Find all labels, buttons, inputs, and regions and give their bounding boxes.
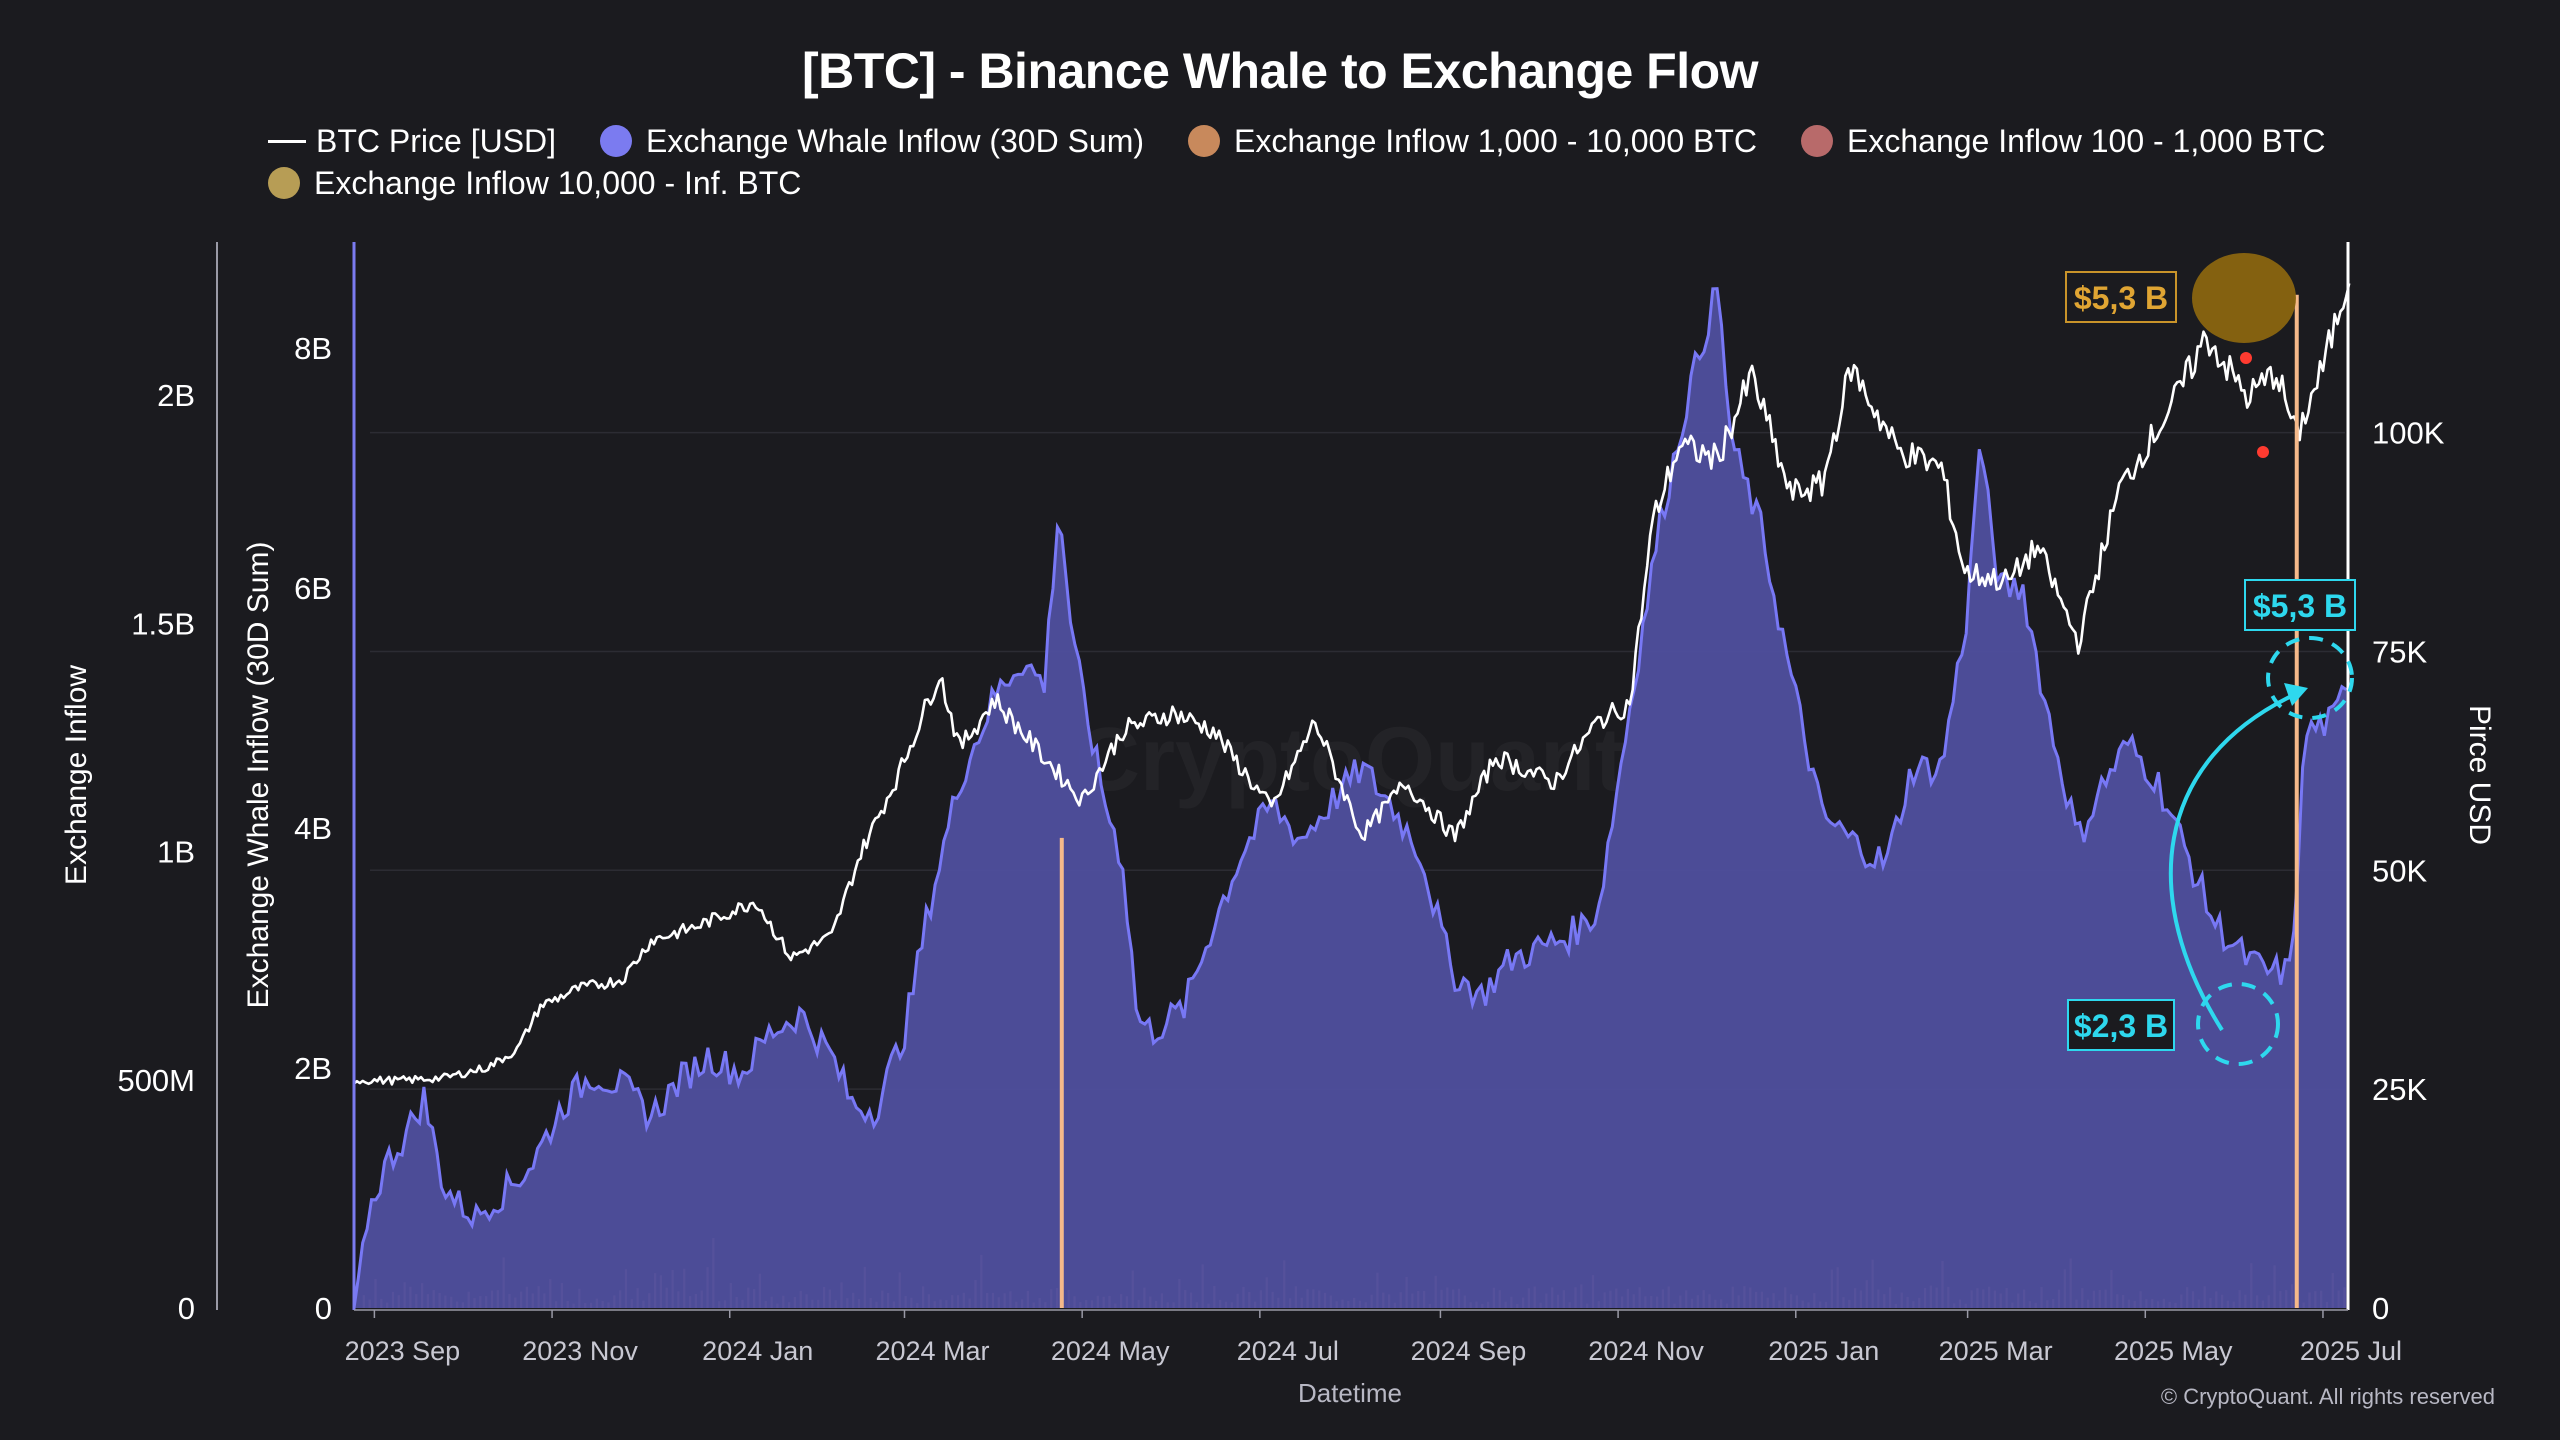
whale-area-line xyxy=(352,287,2348,1309)
legend-dot-icon xyxy=(268,167,300,199)
cyan-top-circle xyxy=(2266,636,2354,720)
tick-label-whale-inflow: 6B xyxy=(294,571,332,606)
cyan-bottom-label: $2,3 B xyxy=(2074,1008,2168,1044)
axis-title-exchange-inflow: Exchange Inflow xyxy=(60,665,93,885)
axes-layer: 0 500M 1B 1.5B 2B 0 2B 4B 6B 8B 0 25K 50K 75K 100K 2023… xyxy=(117,242,2445,1366)
legend-item-10k-inf[interactable]: Exchange Inflow 10,000 - Inf. BTC xyxy=(268,165,801,202)
red-marker-bottom xyxy=(2257,446,2269,458)
legend-label: Exchange Inflow 10,000 - Inf. BTC xyxy=(314,164,802,201)
tick-label-whale-inflow: 8B xyxy=(294,331,332,366)
legend-dot-icon xyxy=(1801,125,1834,157)
legend-label: Exchange Whale Inflow (30D Sum) xyxy=(646,122,1145,159)
x-tick-label: 2024 Mar xyxy=(875,1336,989,1366)
gold-label-box xyxy=(2065,271,2177,323)
legend-line-icon xyxy=(268,139,306,143)
legend-item-100-1k[interactable]: Exchange Inflow 100 - 1,000 BTC xyxy=(1801,123,2326,160)
legend-item-1k-10k[interactable]: Exchange Inflow 1,000 - 10,000 BTC xyxy=(1188,123,1757,160)
cyan-top-label: $5,3 B xyxy=(2253,588,2347,624)
x-tick-label: 2024 Jul xyxy=(1237,1336,1339,1366)
legend-dot-icon xyxy=(1188,125,1221,157)
x-tick-label: 2024 Jan xyxy=(702,1336,813,1366)
legend: BTC Price [USD] Exchange Whale Inflow (3… xyxy=(268,120,2468,204)
tick-label-price: 50K xyxy=(2372,853,2427,888)
x-axis-title: Datetime xyxy=(1298,1378,1402,1408)
legend-item-whale[interactable]: Exchange Whale Inflow (30D Sum) xyxy=(600,123,1144,160)
whale-area-fill xyxy=(354,288,2347,1308)
legend-row-1: BTC Price [USD] Exchange Whale Inflow (3… xyxy=(268,120,2468,162)
red-marker-top xyxy=(2240,352,2252,364)
cyan-arrow xyxy=(2168,690,2301,1032)
x-tick-label: 2024 May xyxy=(1051,1336,1170,1366)
price-line-layer xyxy=(353,283,2351,1086)
tick-label-price: 100K xyxy=(2372,416,2445,451)
tick-label-price: 75K xyxy=(2372,634,2427,669)
x-tick-label: 2024 Nov xyxy=(1588,1336,1704,1366)
cyan-top-label-box xyxy=(2244,579,2356,631)
btc-price-line xyxy=(353,283,2351,1086)
tick-label-exchange-inflow: 0 xyxy=(178,1291,195,1326)
axis-title-price: Pirce USD xyxy=(2463,705,2496,845)
spike-layer xyxy=(1059,294,2299,1308)
tick-label-price: 0 xyxy=(2372,1291,2389,1326)
cyan-bottom-circle xyxy=(2196,982,2280,1066)
gold-label: $5,3 B xyxy=(2074,280,2168,316)
tick-label-exchange-inflow: 500M xyxy=(117,1063,195,1098)
x-tick-label: 2025 May xyxy=(2114,1336,2233,1366)
tick-label-exchange-inflow: 1B xyxy=(157,835,195,870)
tick-label-exchange-inflow: 1.5B xyxy=(131,606,195,641)
whale-area xyxy=(352,287,2348,1309)
x-tick-label: 2025 Mar xyxy=(1939,1336,2053,1366)
annotations: $5,3 B $5,3 B $2,3 B xyxy=(2065,253,2356,1066)
x-tick-label: 2023 Sep xyxy=(345,1336,461,1366)
large-inflow-spike xyxy=(1059,837,1064,1308)
legend-row-2: Exchange Inflow 10,000 - Inf. BTC xyxy=(268,162,2468,204)
tick-label-whale-inflow: 4B xyxy=(294,811,332,846)
tick-label-whale-inflow: 2B xyxy=(294,1051,332,1086)
chart-title: [BTC] - Binance Whale to Exchange Flow xyxy=(801,43,1759,99)
copyright: © CryptoQuant. All rights reserved xyxy=(2161,1384,2495,1409)
axis-title-whale-inflow: Exchange Whale Inflow (30D Sum) xyxy=(242,542,275,1009)
legend-dot-icon xyxy=(600,125,633,157)
x-tick-label: 2025 Jan xyxy=(1768,1336,1879,1366)
tick-label-price: 25K xyxy=(2372,1072,2427,1107)
legend-label: BTC Price [USD] xyxy=(316,122,557,159)
gold-highlight-ellipse xyxy=(2192,253,2296,343)
x-tick-label: 2025 Jul xyxy=(2300,1336,2402,1366)
legend-label: Exchange Inflow 1,000 - 10,000 BTC xyxy=(1234,122,1758,159)
x-tick-label: 2024 Sep xyxy=(1411,1336,1527,1366)
legend-label: Exchange Inflow 100 - 1,000 BTC xyxy=(1847,122,2326,159)
cyan-bottom-label-box xyxy=(2067,999,2175,1051)
x-tick-label: 2023 Nov xyxy=(522,1336,638,1366)
tick-label-exchange-inflow: 2B xyxy=(157,378,195,413)
legend-item-price[interactable]: BTC Price [USD] xyxy=(268,123,556,160)
tick-label-whale-inflow: 0 xyxy=(315,1291,332,1326)
cyan-arrow-head xyxy=(2284,683,2308,706)
large-inflow-spike xyxy=(2294,294,2299,1308)
